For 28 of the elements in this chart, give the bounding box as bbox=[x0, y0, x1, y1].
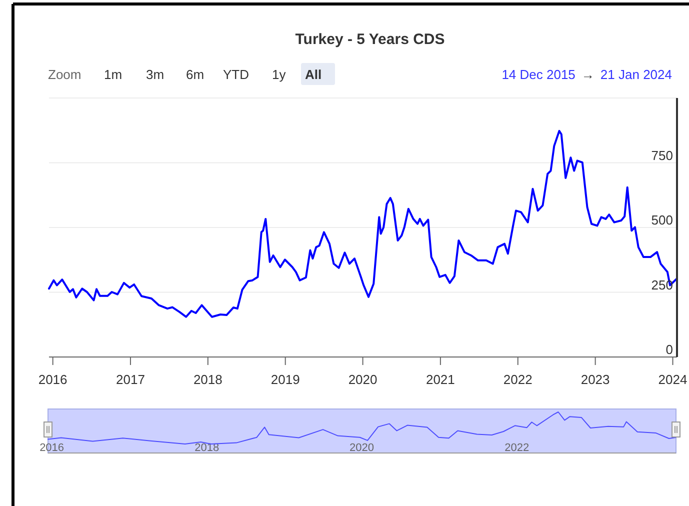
text: 14 Dec 2015 bbox=[502, 67, 576, 82]
text: 3m bbox=[146, 67, 164, 82]
x-tick-label: 2016 bbox=[38, 372, 68, 387]
y-tick-label: 750 bbox=[651, 148, 673, 163]
x-tick-label: 2016 bbox=[40, 442, 64, 454]
text: YTD bbox=[223, 67, 249, 82]
x-tick-label: 2018 bbox=[193, 372, 222, 387]
y-tick-label: 500 bbox=[651, 212, 673, 228]
x-tick-label: 2022 bbox=[503, 372, 532, 387]
x-tick-label: 2024 bbox=[658, 372, 688, 387]
text: 1m bbox=[104, 67, 122, 82]
text: 6m bbox=[186, 67, 204, 82]
y-tick-label: 0 bbox=[666, 342, 673, 357]
x-tick-label: 2018 bbox=[194, 442, 220, 454]
text: 1y bbox=[272, 67, 286, 82]
x-tick-label: 2021 bbox=[426, 372, 455, 387]
x-tick-label: 2019 bbox=[270, 372, 300, 387]
x-tick-label: 2023 bbox=[580, 372, 610, 387]
text: → bbox=[581, 67, 594, 82]
x-tick-label: 2017 bbox=[116, 372, 145, 387]
x-tick-label: 2020 bbox=[350, 442, 374, 454]
text: 21 Jan 2024 bbox=[600, 67, 672, 82]
chart-title: Turkey - 5 Years CDS bbox=[295, 31, 445, 48]
x-tick-label: 2022 bbox=[504, 442, 530, 454]
text: Zoom bbox=[48, 67, 82, 82]
x-tick-label: 2020 bbox=[348, 372, 378, 387]
text: All bbox=[305, 67, 322, 82]
y-tick-label: 250 bbox=[651, 277, 673, 292]
